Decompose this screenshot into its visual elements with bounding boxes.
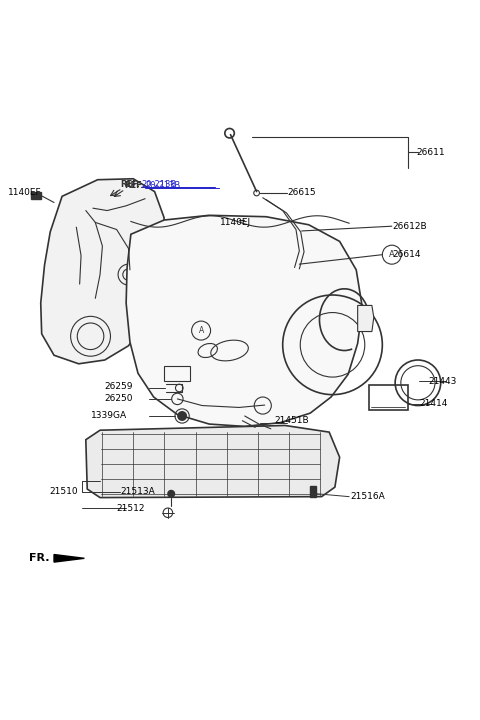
Text: 26614: 26614 xyxy=(393,250,421,259)
Circle shape xyxy=(178,412,186,420)
Text: REF.: REF. xyxy=(124,181,144,190)
Polygon shape xyxy=(86,426,340,498)
Text: 21512: 21512 xyxy=(117,503,145,513)
Text: 26615: 26615 xyxy=(288,189,316,197)
Text: 21513A: 21513A xyxy=(120,487,155,496)
Text: A: A xyxy=(198,326,204,335)
Bar xyxy=(369,385,408,410)
Text: 21516A: 21516A xyxy=(350,492,385,501)
Circle shape xyxy=(168,490,175,497)
Text: REF.: REF. xyxy=(120,180,140,189)
Text: 1140EF: 1140EF xyxy=(8,189,41,197)
Bar xyxy=(31,192,41,199)
Text: 26250: 26250 xyxy=(105,395,133,403)
Text: 21443: 21443 xyxy=(429,377,457,386)
Bar xyxy=(244,217,252,222)
Text: 21451B: 21451B xyxy=(274,416,309,426)
Text: 26611: 26611 xyxy=(417,148,445,157)
Text: 21414: 21414 xyxy=(420,399,448,408)
Text: 21510: 21510 xyxy=(49,487,78,496)
Polygon shape xyxy=(54,554,84,562)
Polygon shape xyxy=(41,179,164,364)
Bar xyxy=(164,366,190,382)
Text: 20-213B: 20-213B xyxy=(141,180,177,189)
Text: 1339GA: 1339GA xyxy=(91,412,127,420)
Bar xyxy=(310,486,316,497)
Text: FR.: FR. xyxy=(29,553,49,563)
Text: 1140EJ: 1140EJ xyxy=(220,218,251,227)
Polygon shape xyxy=(126,215,362,426)
Text: 26612B: 26612B xyxy=(393,222,427,230)
Text: 26259: 26259 xyxy=(105,382,133,390)
Text: 20-213B: 20-213B xyxy=(145,181,180,190)
Text: A: A xyxy=(389,250,395,259)
Polygon shape xyxy=(358,305,374,331)
